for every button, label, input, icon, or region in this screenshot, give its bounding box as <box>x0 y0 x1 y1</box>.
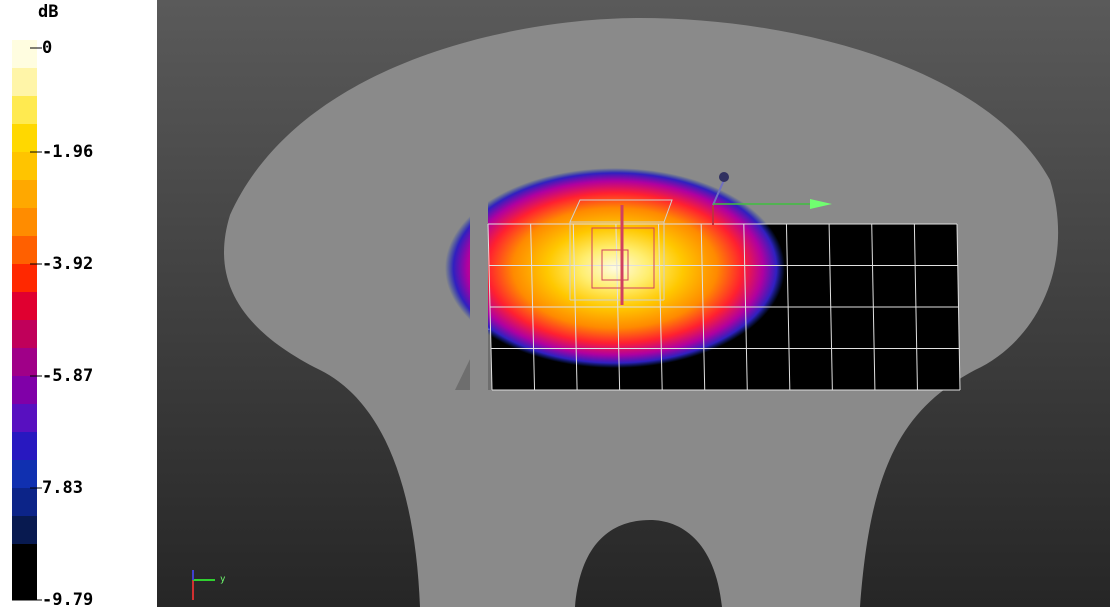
colorbar-label: 0 <box>42 38 52 58</box>
device-box <box>569 199 673 301</box>
color-step <box>12 572 37 601</box>
color-step <box>12 376 37 405</box>
color-step <box>12 40 37 69</box>
device <box>591 205 655 305</box>
color-step <box>12 152 37 181</box>
colorbar-unit: dB <box>38 2 58 22</box>
viewport: y <box>157 0 1110 607</box>
colorbar-label: -9.79 <box>42 590 93 607</box>
color-step <box>12 432 37 461</box>
color-step <box>12 264 37 293</box>
sar-hotspot <box>445 168 785 368</box>
colorbar-label: -5.87 <box>42 366 93 386</box>
colorbar-label: -1.96 <box>42 142 93 162</box>
color-step <box>12 68 37 97</box>
scan-grid <box>487 223 961 391</box>
color-step <box>12 544 37 573</box>
color-step <box>12 460 37 489</box>
axis-y-label: y <box>220 575 226 585</box>
colorbar-labels: 0 -1.96 -3.92 -5.87 7.83 -9.79 <box>30 38 93 607</box>
color-step <box>12 348 37 377</box>
color-step <box>12 236 37 265</box>
color-step <box>12 124 37 153</box>
colorbar-label: -3.92 <box>42 254 93 274</box>
color-bar <box>12 40 37 601</box>
color-step <box>12 404 37 433</box>
axis-triad: y <box>192 570 226 600</box>
color-step <box>12 292 37 321</box>
color-step <box>12 516 37 545</box>
color-step <box>12 488 37 517</box>
color-step <box>12 320 37 349</box>
color-step <box>12 180 37 209</box>
color-step <box>12 96 37 125</box>
color-step <box>12 208 37 237</box>
colorbar-label: 7.83 <box>42 478 83 498</box>
gizmo <box>712 172 832 225</box>
